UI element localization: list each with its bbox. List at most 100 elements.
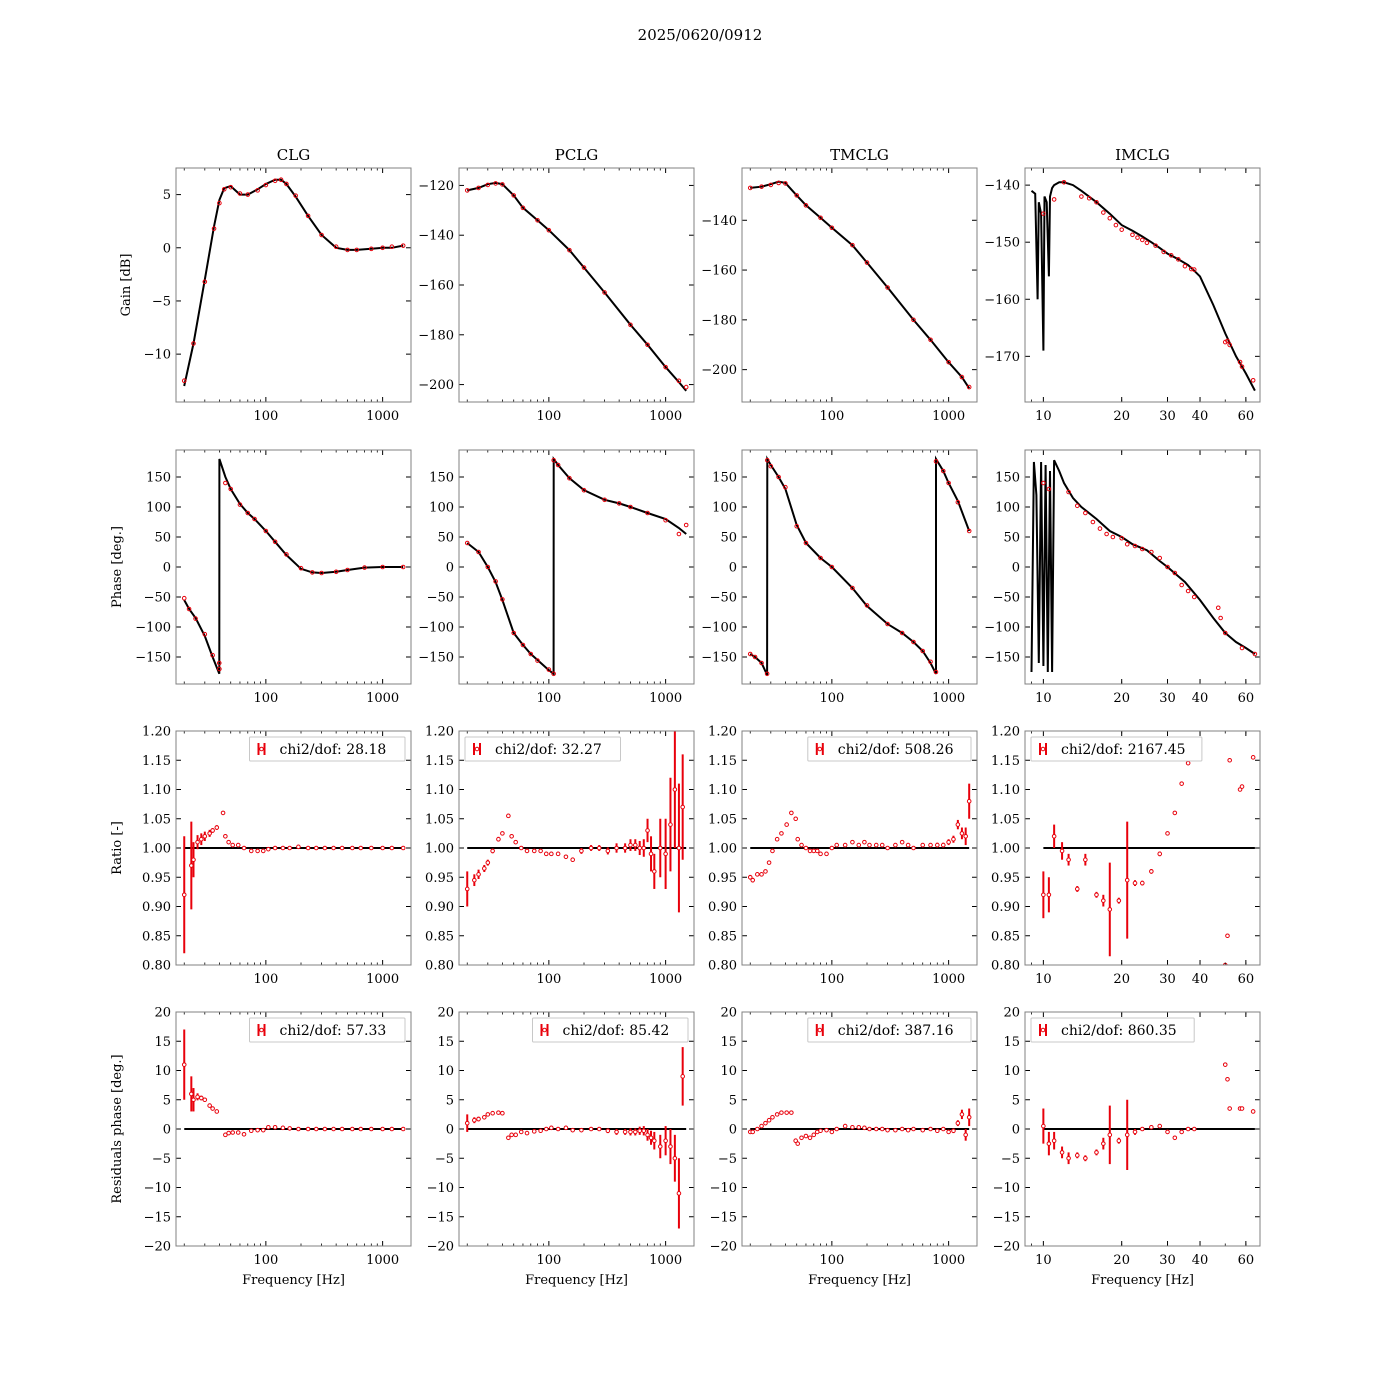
y-tick-label: 150 <box>429 471 454 486</box>
x-tick-label: 1000 <box>932 691 965 706</box>
legend: chi2/dof: 387.16 <box>807 1017 972 1043</box>
data-point <box>873 842 879 848</box>
x-tick-label: 20 <box>1113 409 1130 424</box>
data-point <box>1074 886 1080 892</box>
data-point <box>380 1126 385 1132</box>
data-point <box>266 846 271 852</box>
data-point <box>1239 1106 1245 1111</box>
model-line <box>1030 181 1256 392</box>
y-tick-label: 0.90 <box>142 900 171 915</box>
measurement-point <box>1113 222 1119 228</box>
data-point <box>862 1125 867 1131</box>
data-point <box>763 1120 768 1126</box>
data-point <box>628 1129 633 1135</box>
y-tick-label: 0.85 <box>425 929 454 944</box>
y-tick-label: −5 <box>718 1152 737 1167</box>
data-point <box>272 1124 278 1130</box>
x-tick-label: 100 <box>253 409 278 424</box>
axes-frame <box>741 167 978 403</box>
data-point <box>652 1138 657 1143</box>
measurement-point <box>818 215 823 221</box>
data-point <box>920 1127 926 1133</box>
data-point <box>1239 784 1245 789</box>
data-point <box>339 845 345 851</box>
data-point <box>770 848 775 854</box>
x-tick-label: 40 <box>1192 1253 1209 1268</box>
y-tick-label: 0.90 <box>991 900 1020 915</box>
measurement-point <box>645 342 650 348</box>
measurement-point <box>940 468 946 474</box>
axes-frame <box>741 730 978 966</box>
legend: chi2/dof: 85.42 <box>532 1017 689 1043</box>
data-point <box>1066 1155 1071 1161</box>
measurement-point <box>567 247 572 253</box>
data-point <box>1046 1141 1052 1146</box>
measurement-point <box>783 484 788 490</box>
data-point <box>951 1128 956 1134</box>
data-point <box>779 1110 784 1115</box>
data-point <box>358 845 364 851</box>
measurement-point <box>493 579 498 584</box>
measurement-point <box>747 185 753 191</box>
y-axis-label: Gain [dB] <box>119 254 134 317</box>
measurement-point <box>1191 267 1197 272</box>
data-point <box>676 845 682 851</box>
measurement-point <box>602 290 607 295</box>
data-point <box>1094 1150 1099 1155</box>
measurement-point <box>946 480 951 486</box>
data-point <box>1041 892 1046 898</box>
measurement-point <box>1061 179 1067 185</box>
y-tick-label: −170 <box>984 350 1020 365</box>
y-tick-label: 1.00 <box>142 842 171 857</box>
y-tick-label: 5 <box>163 188 171 203</box>
measurement-point <box>555 462 561 468</box>
data-point <box>899 1126 905 1132</box>
data-layer <box>464 731 687 913</box>
legend: chi2/dof: 508.26 <box>807 736 972 762</box>
measurement-point <box>245 510 251 516</box>
measurement-point <box>1074 503 1080 509</box>
column-title: TMCLG <box>830 146 889 164</box>
data-point <box>202 834 208 839</box>
measurement-point <box>186 606 192 612</box>
axes-frame <box>1024 167 1261 403</box>
measurement-point <box>663 364 668 370</box>
data-point <box>807 1135 813 1141</box>
subplot-imclg-gain: 10 20 30 40 60 −170 −160 −150 −140 IMCLG <box>984 146 1261 424</box>
x-tick-label: 10 <box>1035 409 1052 424</box>
measurement-point <box>966 528 972 534</box>
y-tick-label: 100 <box>429 501 454 516</box>
data-point <box>1172 1135 1178 1141</box>
subplot-pclg-ratio: 100 1000 0.80 0.85 0.90 0.95 1.00 1.05 1.10 1.15 1… <box>425 725 695 987</box>
measurement-point <box>1140 546 1145 552</box>
data-point <box>563 854 569 860</box>
y-tick-label: −5 <box>1001 1152 1020 1167</box>
x-tick-label: 1000 <box>366 691 399 706</box>
y-tick-label: −15 <box>710 1210 737 1225</box>
y-tick-label: −5 <box>152 1152 171 1167</box>
data-point <box>490 1110 495 1116</box>
measurement-point <box>319 570 324 576</box>
y-tick-label: −160 <box>418 279 454 294</box>
data-point <box>220 810 226 816</box>
data-point <box>472 877 477 883</box>
measurement-point <box>899 630 905 636</box>
measurement-point <box>217 666 222 672</box>
y-tick-label: −20 <box>144 1240 171 1255</box>
measurement-point <box>252 516 257 522</box>
measurement-point <box>493 181 498 186</box>
y-tick-label: −50 <box>144 591 171 606</box>
data-point <box>966 1115 972 1120</box>
y-tick-label: −200 <box>701 363 737 378</box>
data-point <box>518 1129 524 1135</box>
x-tick-label: 40 <box>1192 972 1209 987</box>
data-point <box>506 813 511 819</box>
data-point <box>538 848 543 854</box>
y-tick-label: 150 <box>712 471 737 486</box>
y-tick-label: 0.95 <box>425 871 454 886</box>
axes-frame <box>741 449 978 685</box>
data-point <box>389 845 395 851</box>
y-tick-label: 0.80 <box>708 959 737 974</box>
data-point <box>181 1062 187 1067</box>
x-tick-label: 1000 <box>366 1253 399 1268</box>
